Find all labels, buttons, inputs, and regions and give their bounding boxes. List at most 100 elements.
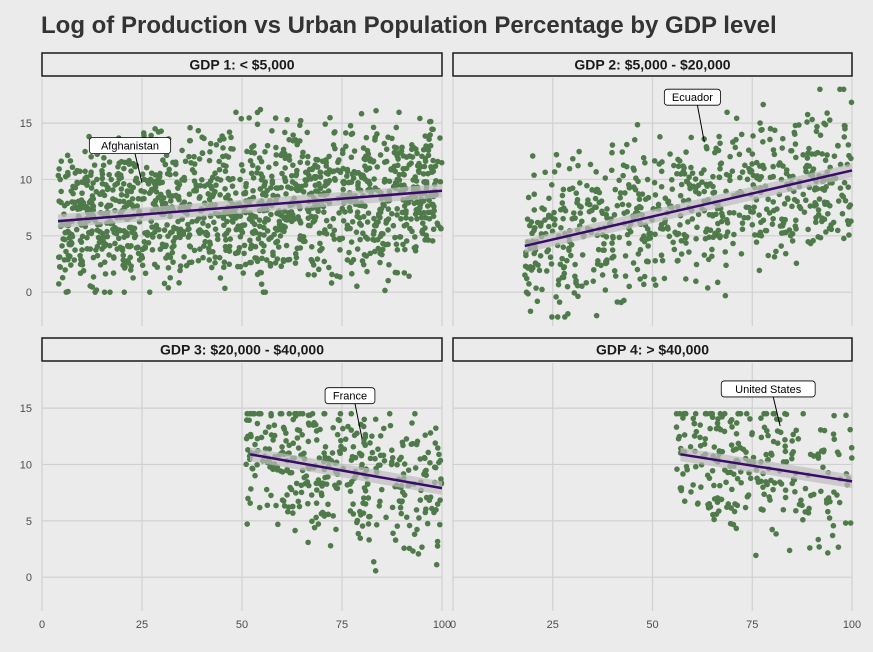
data-point — [247, 157, 254, 164]
data-point — [846, 232, 852, 238]
data-point — [67, 262, 74, 268]
data-point — [94, 176, 100, 183]
data-point — [274, 238, 281, 245]
data-point — [433, 425, 439, 431]
x-tick-label: 25 — [136, 619, 148, 631]
data-point — [431, 203, 437, 210]
data-point — [362, 163, 368, 169]
data-point — [848, 99, 855, 106]
data-point — [200, 254, 206, 261]
data-point — [802, 509, 809, 515]
y-tick-label: 10 — [20, 174, 32, 186]
data-point — [297, 220, 304, 226]
data-point — [545, 212, 552, 219]
data-point — [348, 270, 355, 277]
data-point — [410, 548, 416, 554]
data-point — [416, 515, 422, 521]
data-point — [437, 179, 444, 185]
data-point — [675, 257, 681, 264]
data-point — [308, 213, 315, 220]
data-point — [798, 497, 804, 503]
data-point — [148, 132, 154, 139]
data-point — [417, 497, 424, 503]
data-point — [88, 169, 94, 176]
data-point — [807, 545, 813, 551]
data-point — [308, 244, 315, 250]
data-point — [62, 267, 69, 273]
data-point — [207, 149, 213, 155]
data-point — [305, 271, 312, 278]
data-point — [269, 128, 275, 134]
data-point — [560, 244, 567, 250]
data-point — [701, 252, 708, 258]
data-point — [774, 440, 781, 446]
data-point — [425, 170, 431, 177]
y-tick-label: 15 — [20, 118, 32, 130]
data-point — [322, 121, 329, 127]
data-point — [765, 432, 771, 439]
data-point — [793, 154, 799, 161]
data-point — [258, 177, 265, 183]
data-point — [738, 251, 745, 257]
data-point — [200, 220, 206, 226]
x-tick-label: 25 — [547, 619, 559, 631]
data-point — [593, 186, 600, 193]
data-point — [841, 235, 847, 242]
data-point — [567, 252, 574, 259]
data-point — [637, 246, 644, 253]
data-point — [416, 160, 422, 167]
data-point — [102, 271, 109, 277]
data-point — [839, 210, 846, 217]
data-point — [73, 226, 80, 233]
data-point — [836, 499, 843, 506]
data-point — [131, 225, 138, 232]
data-point — [340, 186, 346, 193]
data-point — [336, 448, 343, 455]
data-point — [576, 203, 583, 209]
data-point — [349, 218, 356, 225]
data-point — [683, 149, 689, 155]
data-point — [124, 188, 131, 194]
data-point — [841, 179, 848, 186]
data-point — [553, 294, 559, 300]
data-point — [247, 245, 254, 252]
data-point — [589, 187, 595, 193]
data-point — [132, 177, 139, 184]
data-point — [542, 169, 548, 176]
data-point — [311, 173, 318, 180]
data-point — [392, 234, 398, 241]
data-point — [637, 276, 643, 282]
data-point — [782, 448, 789, 455]
data-point — [157, 170, 163, 177]
annotation-box — [720, 380, 816, 398]
data-point — [227, 236, 234, 242]
data-point — [221, 259, 228, 266]
data-point — [197, 246, 203, 252]
data-point — [364, 236, 371, 242]
data-point — [335, 159, 341, 166]
data-point — [362, 153, 369, 160]
data-point — [167, 254, 174, 261]
data-point — [644, 176, 651, 183]
data-point — [426, 216, 433, 222]
data-point — [722, 292, 729, 299]
data-point — [273, 502, 279, 509]
data-point — [336, 210, 342, 216]
data-point — [378, 486, 385, 493]
data-point — [288, 172, 295, 179]
data-point — [344, 225, 350, 232]
regression-line — [249, 453, 443, 490]
data-point — [74, 180, 81, 186]
data-point — [426, 497, 433, 504]
data-point — [162, 161, 169, 168]
data-point — [416, 169, 422, 176]
data-point — [283, 191, 289, 197]
data-point — [808, 151, 815, 157]
data-point — [703, 143, 710, 150]
data-point — [354, 246, 361, 252]
data-point — [269, 173, 275, 180]
data-point — [807, 203, 814, 209]
data-point — [383, 158, 390, 165]
data-point — [186, 243, 193, 249]
data-point — [281, 426, 288, 433]
